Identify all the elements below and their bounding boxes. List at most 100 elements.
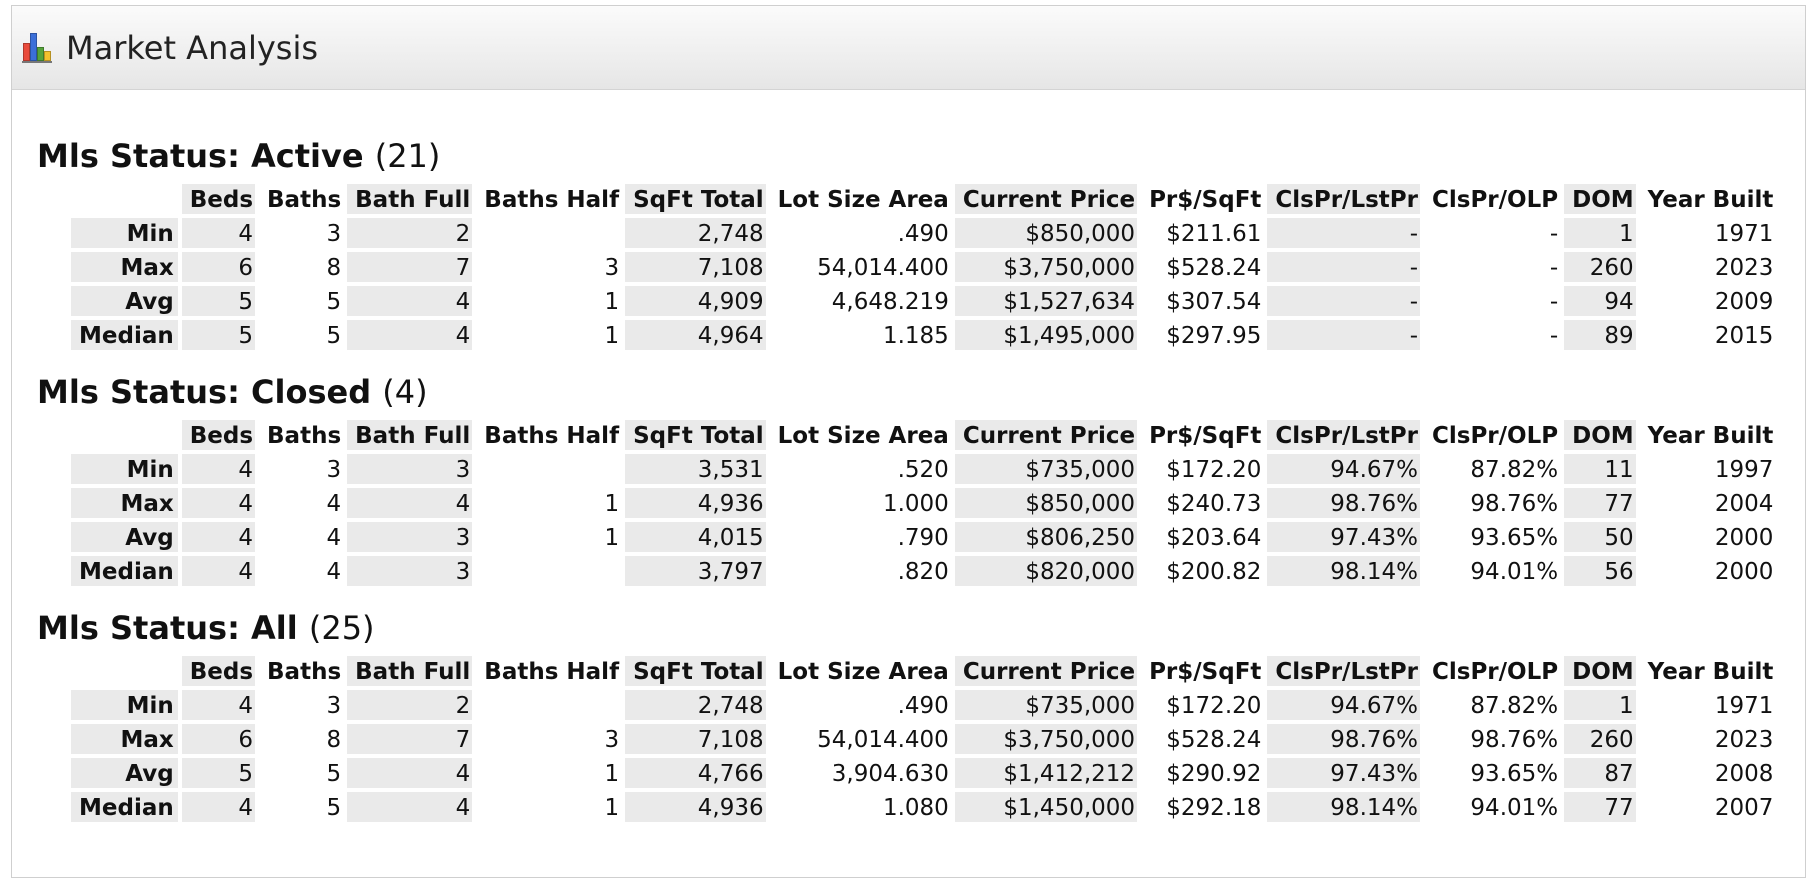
column-header: Baths — [267, 187, 342, 213]
table-cell: .490 — [897, 693, 949, 719]
section-title: Mls Status: All (25) — [37, 608, 1805, 648]
row-label: Min — [71, 690, 178, 720]
table-row: Median 5 5 4 1 4,964 1.185 $1,495,000 $297.95- -8… — [71, 320, 1775, 350]
table-cell: $290.92 — [1166, 761, 1262, 787]
table-cell: 3 — [347, 522, 473, 552]
bar-chart-icon-bar — [23, 42, 30, 61]
table-cell: 94 — [1564, 286, 1636, 316]
table-cell: 4 — [326, 525, 342, 551]
column-header: Year Built — [1647, 187, 1774, 213]
table-cell: 94.67% — [1267, 690, 1420, 720]
bar-chart-icon-axis — [22, 60, 52, 63]
table-cell: $806,250 — [954, 522, 1138, 552]
table-cell: 1 — [604, 761, 620, 787]
table-row: Avg 5 5 4 1 4,766 3,904.630 $1,412,212 $290.92 97… — [71, 758, 1775, 788]
table-cell — [476, 454, 621, 484]
table-cell: 2009 — [1714, 289, 1774, 315]
section-title: Mls Status: Active (21) — [37, 136, 1805, 176]
column-header: Current Price — [954, 420, 1138, 450]
row-label: Avg — [71, 758, 178, 788]
section-count: (21) — [374, 137, 441, 175]
table-cell: 98.14% — [1267, 556, 1420, 586]
table-cell: $735,000 — [954, 454, 1138, 484]
table-row: Max 4 4 4 1 4,936 1.000 $850,000 $240.73 98.76% 98… — [71, 488, 1775, 518]
table-cell: 1971 — [1714, 693, 1774, 719]
table-cell: 1 — [604, 525, 620, 551]
table-cell: $172.20 — [1166, 693, 1262, 719]
table-cell: $850,000 — [954, 218, 1138, 248]
table-cell: $307.54 — [1166, 289, 1262, 315]
table-header-row: Beds Baths Bath Full Baths Half SqFt Total Lo… — [71, 420, 1775, 450]
column-header: Baths Half — [484, 659, 620, 685]
table-cell: 93.65% — [1470, 761, 1559, 787]
table-cell: $3,750,000 — [954, 252, 1138, 282]
column-header: ClsPr/LstPr — [1267, 656, 1420, 686]
table-cell: 4,015 — [625, 522, 766, 552]
table-row: Avg 4 4 3 1 4,015.790 $806,250 $203.64 97.43% 93.… — [71, 522, 1775, 552]
table-cell: 97.43% — [1267, 758, 1420, 788]
table-row: Min 4 3 2 2,748.490 $850,000 $211.61- -1 1971 — [71, 218, 1775, 248]
table-cell: 4 — [181, 454, 256, 484]
table-cell: 54,014.400 — [817, 727, 949, 753]
table-row: Min 4 3 2 2,748 .490 $735,000 $172.20 94.67% 87.8… — [71, 690, 1775, 720]
table-row: Median 4 4 3 3,797.820 $820,000 $200.82 98.14% 9… — [71, 556, 1775, 586]
table-cell: $3,750,000 — [954, 724, 1138, 754]
table-cell: $211.61 — [1166, 221, 1262, 247]
row-label: Avg — [71, 286, 178, 316]
table-cell: 5 — [326, 323, 342, 349]
table-cell: 5 — [181, 320, 256, 350]
table-cell: 7 — [347, 724, 473, 754]
table-cell: 3 — [347, 454, 473, 484]
table-cell: 1 — [604, 289, 620, 315]
table-cell: 77 — [1564, 792, 1636, 822]
column-header: Current Price — [954, 656, 1138, 686]
stats-table: Beds Baths Bath Full Baths Half SqFt Total Lo… — [67, 180, 1779, 354]
column-header: Beds — [181, 656, 256, 686]
table-cell: 1 — [604, 323, 620, 349]
column-header: Baths — [267, 423, 342, 449]
stats-table: Beds Baths Bath Full Baths Half SqFt Total Lo… — [67, 652, 1779, 826]
table-cell: $297.95 — [1166, 323, 1262, 349]
table-cell: 2,748 — [625, 218, 766, 248]
column-header: DOM — [1564, 656, 1636, 686]
table-cell: $528.24 — [1166, 727, 1262, 753]
table-cell: 1 — [1564, 218, 1636, 248]
table-cell: .490 — [897, 221, 949, 247]
column-header: DOM — [1564, 420, 1636, 450]
bar-chart-icon-bar — [44, 50, 51, 61]
table-cell: 77 — [1564, 488, 1636, 518]
table-cell: 4 — [181, 218, 256, 248]
table-cell: $292.18 — [1166, 795, 1262, 821]
table-cell: 4,909 — [625, 286, 766, 316]
panel-content: Mls Status: Active (21) Beds Baths Bath Ful… — [12, 90, 1805, 826]
table-cell: 11 — [1564, 454, 1636, 484]
column-header: Year Built — [1647, 659, 1774, 685]
table-header-row: Beds Baths Bath Full Baths Half SqFt Total Lo… — [71, 184, 1775, 214]
table-cell: - — [1267, 320, 1420, 350]
corner-cell — [71, 184, 178, 214]
table-cell: $203.64 — [1166, 525, 1262, 551]
table-cell: 3 — [347, 556, 473, 586]
column-header: Lot Size Area — [777, 423, 949, 449]
table-cell: 1 — [604, 491, 620, 517]
column-header: Bath Full — [347, 420, 473, 450]
table-cell: 1997 — [1714, 457, 1774, 483]
table-cell: 260 — [1564, 724, 1636, 754]
row-label: Max — [71, 488, 178, 518]
table-cell: 2000 — [1714, 559, 1774, 585]
table-cell: 8 — [326, 727, 342, 753]
column-header: ClsPr/OLP — [1432, 659, 1559, 685]
table-cell: 94.67% — [1267, 454, 1420, 484]
table-cell: 87 — [1564, 758, 1636, 788]
column-header: ClsPr/LstPr — [1267, 184, 1420, 214]
table-cell: 3,904.630 — [831, 761, 949, 787]
table-row: Max 6 8 7 3 7,108 54,014.400 $3,750,000 $528.24-… — [71, 252, 1775, 282]
table-cell: 4 — [181, 488, 256, 518]
column-header: Baths — [267, 659, 342, 685]
column-header: Pr$/SqFt — [1149, 187, 1262, 213]
table-cell: $1,527,634 — [954, 286, 1138, 316]
column-header: Beds — [181, 420, 256, 450]
row-label: Median — [71, 792, 178, 822]
table-cell: 1.185 — [882, 323, 949, 349]
table-cell: 7,108 — [625, 724, 766, 754]
